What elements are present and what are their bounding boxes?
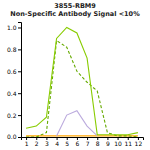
tick-label: 1.0 — [7, 24, 17, 31]
tick: 2 — [35, 137, 39, 147]
tick-label: 2 — [35, 140, 39, 147]
tick-label: 12 — [135, 140, 143, 147]
tick-label: 3 — [45, 140, 49, 147]
tick: 0.0 — [7, 133, 21, 140]
chart: 3855-RBM9Non-Specific Antibody Signal <1… — [0, 0, 150, 150]
tick: 10 — [114, 137, 122, 147]
tick-mark — [18, 93, 21, 94]
tick-label: 0.4 — [7, 90, 17, 97]
plot: 1234567891011120.00.20.40.60.81.0 — [7, 23, 144, 147]
tick: 5 — [65, 137, 69, 147]
tick: 1 — [25, 137, 29, 147]
tick: 9 — [106, 137, 110, 147]
tick: 6 — [76, 137, 80, 147]
tick-label: 9 — [106, 140, 110, 147]
tick-label: 4 — [55, 140, 59, 147]
x-axis: 123456789101112 — [22, 137, 144, 147]
tick: 0.2 — [7, 112, 21, 119]
tick: 0.8 — [7, 46, 21, 53]
tick-label: 11 — [124, 140, 132, 147]
tick: 12 — [135, 137, 143, 147]
tick: 11 — [124, 137, 132, 147]
tick-label: 0.0 — [7, 133, 17, 140]
tick-label: 0.8 — [7, 46, 17, 53]
tick-label: 10 — [114, 140, 122, 147]
lines — [26, 27, 138, 137]
tick-mark — [18, 115, 21, 116]
tick-mark — [18, 27, 21, 28]
series-line — [26, 41, 138, 137]
tick: 0.4 — [7, 90, 21, 97]
tick: 0.6 — [7, 68, 21, 75]
tick-mark — [18, 49, 21, 50]
tick: 4 — [55, 137, 59, 147]
tick-label: 5 — [65, 140, 69, 147]
tick: 3 — [45, 137, 49, 147]
y-axis: 0.0 0.2 0.4 0.6 0.8 1.0 — [7, 23, 22, 141]
tick: 7 — [86, 137, 90, 147]
tick-label: 0.6 — [7, 68, 17, 75]
tick-label: 6 — [76, 140, 80, 147]
tick-mark — [18, 137, 21, 138]
axis-line — [18, 23, 22, 138]
tick-label: 8 — [96, 140, 100, 147]
series-line — [57, 111, 98, 136]
subtitle: Non-Specific Antibody Signal <10% — [10, 10, 140, 18]
tick-label: 7 — [86, 140, 90, 147]
tick-mark — [18, 71, 21, 72]
tick-label: 1 — [25, 140, 29, 147]
series-line — [26, 27, 138, 134]
tick-label: 0.2 — [7, 112, 17, 119]
tick: 8 — [96, 137, 100, 147]
tick: 1.0 — [7, 24, 21, 31]
title: 3855-RBM9 — [54, 2, 96, 10]
